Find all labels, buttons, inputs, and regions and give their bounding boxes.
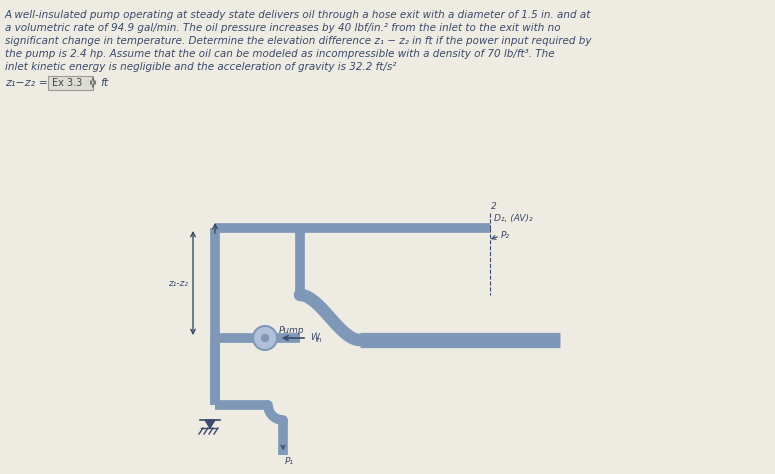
Circle shape (253, 326, 277, 350)
Text: Pump: Pump (279, 326, 305, 335)
Text: significant change in temperature. Determine the elevation difference z₁ − z₂ in: significant change in temperature. Deter… (5, 36, 591, 46)
Text: Ex 3.3: Ex 3.3 (52, 78, 82, 88)
Text: z₁−z₂ =: z₁−z₂ = (5, 78, 51, 88)
Polygon shape (205, 420, 215, 428)
Text: z₁-z₂: z₁-z₂ (168, 279, 188, 288)
Text: P₂: P₂ (501, 230, 510, 239)
Text: 2: 2 (491, 202, 497, 211)
Text: in: in (316, 337, 322, 343)
Text: a volumetric rate of 94.9 gal/min. The oil pressure increases by 40 lbf/in.² fro: a volumetric rate of 94.9 gal/min. The o… (5, 23, 560, 33)
Text: Ẇ: Ẇ (310, 332, 319, 341)
Text: the pump is 2.4 hp. Assume that the oil can be modeled as incompressible with a : the pump is 2.4 hp. Assume that the oil … (5, 49, 555, 59)
Circle shape (261, 335, 268, 341)
Text: ft: ft (100, 78, 109, 88)
FancyBboxPatch shape (47, 75, 92, 90)
Text: A well-insulated pump operating at steady state delivers oil through a hose exit: A well-insulated pump operating at stead… (5, 10, 591, 20)
Text: P₁: P₁ (285, 457, 294, 466)
Text: D₂, (AV)₂: D₂, (AV)₂ (494, 214, 532, 223)
Text: inlet kinetic energy is negligible and the acceleration of gravity is 32.2 ft/s²: inlet kinetic energy is negligible and t… (5, 62, 396, 72)
